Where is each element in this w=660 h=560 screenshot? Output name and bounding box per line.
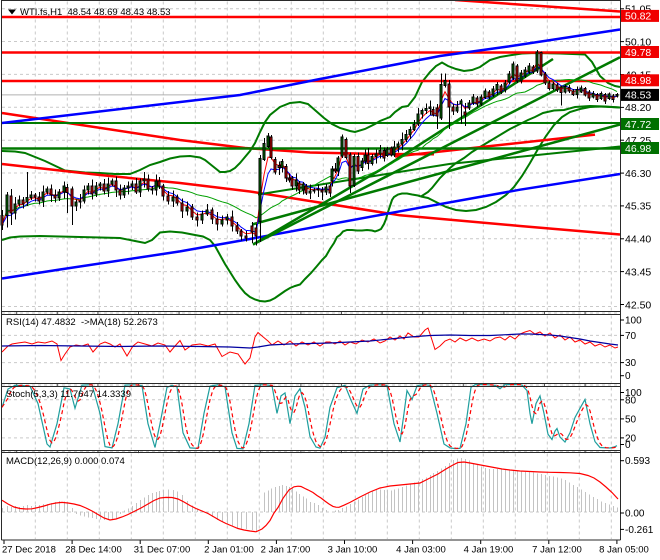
svg-text:70: 70 — [625, 331, 637, 342]
svg-text:7 Jan 12:00: 7 Jan 12:00 — [532, 545, 582, 556]
svg-text:0.00: 0.00 — [625, 509, 645, 520]
svg-text:50: 50 — [625, 414, 637, 425]
svg-text:0.593: 0.593 — [625, 456, 650, 467]
svg-text:27 Dec 2018: 27 Dec 2018 — [2, 545, 56, 556]
svg-text:100: 100 — [625, 316, 642, 327]
svg-text:48.53: 48.53 — [625, 90, 651, 102]
svg-text:48.20: 48.20 — [625, 102, 651, 114]
svg-text:50.82: 50.82 — [625, 11, 651, 23]
svg-text:20: 20 — [625, 433, 637, 444]
svg-text:0: 0 — [625, 440, 631, 451]
svg-text:31 Dec 07:00: 31 Dec 07:00 — [134, 545, 191, 556]
svg-text:80: 80 — [625, 395, 637, 406]
svg-text:44.40: 44.40 — [625, 234, 651, 246]
svg-text:48.98: 48.98 — [625, 75, 651, 87]
svg-text:2 Jan 17:00: 2 Jan 17:00 — [261, 545, 311, 556]
svg-text:WTI.fs,H1 48.54 48.69 48.43 4: WTI.fs,H1 48.54 48.69 48.43 48.53 — [20, 7, 171, 18]
svg-text:2 Jan 01:00: 2 Jan 01:00 — [204, 545, 254, 556]
svg-text:43.45: 43.45 — [625, 266, 651, 278]
svg-text:4 Jan 19:00: 4 Jan 19:00 — [464, 545, 514, 556]
svg-text:47.72: 47.72 — [625, 119, 651, 131]
svg-text:50.10: 50.10 — [625, 36, 651, 48]
svg-text:Stoch(5,3,3) 11.7647 14.3339: Stoch(5,3,3) 11.7647 14.3339 — [6, 389, 131, 400]
svg-text:100: 100 — [625, 388, 642, 399]
svg-text:30: 30 — [625, 358, 637, 369]
svg-text:0: 0 — [625, 371, 631, 382]
svg-text:45.35: 45.35 — [625, 201, 651, 213]
svg-text:MACD(12,26,9) 0.000 0.074: MACD(12,26,9) 0.000 0.074 — [6, 456, 125, 467]
svg-text:46.30: 46.30 — [625, 168, 651, 180]
svg-text:28 Dec 14:00: 28 Dec 14:00 — [65, 545, 122, 556]
svg-text:4 Jan 03:00: 4 Jan 03:00 — [396, 545, 446, 556]
svg-text:8 Jan 05:00: 8 Jan 05:00 — [599, 545, 649, 556]
svg-text:49.78: 49.78 — [625, 47, 651, 59]
svg-text:RSI(14) 47.4832 ->MA(18) 52.2: RSI(14) 47.4832 ->MA(18) 52.2673 — [6, 317, 158, 328]
svg-text:-0.261: -0.261 — [625, 525, 654, 536]
svg-text:42.50: 42.50 — [625, 299, 651, 311]
svg-text:46.98: 46.98 — [625, 143, 651, 155]
svg-text:3 Jan 10:00: 3 Jan 10:00 — [328, 545, 378, 556]
